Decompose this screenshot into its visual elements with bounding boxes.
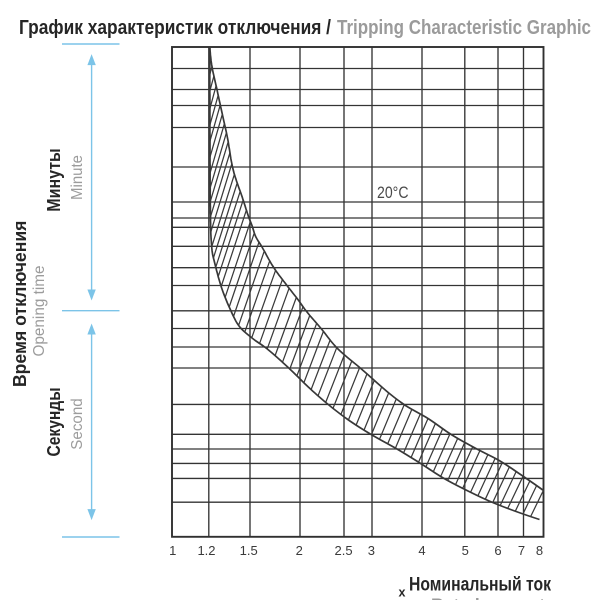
svg-text:Opening time: Opening time <box>31 266 48 357</box>
svg-text:6: 6 <box>494 543 501 558</box>
svg-text:Minute: Minute <box>69 155 86 200</box>
svg-text:4: 4 <box>418 543 425 558</box>
svg-text:x: x <box>399 585 406 599</box>
svg-text:3: 3 <box>368 543 375 558</box>
svg-text:2: 2 <box>296 543 303 558</box>
svg-text:Секунды: Секунды <box>44 388 64 457</box>
svg-text:1: 1 <box>169 543 176 558</box>
svg-text:Время отключения: Время отключения <box>10 221 30 388</box>
svg-text:20°C: 20°C <box>377 184 409 202</box>
svg-text:7: 7 <box>518 543 525 558</box>
svg-text:5: 5 <box>462 543 469 558</box>
svg-text:1.2: 1.2 <box>197 543 215 558</box>
svg-text:8: 8 <box>536 543 543 558</box>
svg-text:Second: Second <box>69 398 86 450</box>
svg-text:1.5: 1.5 <box>240 543 258 558</box>
svg-text:Минуты: Минуты <box>44 148 64 212</box>
svg-text:Rated current: Rated current <box>431 596 545 600</box>
svg-text:2.5: 2.5 <box>335 543 353 558</box>
svg-text:График характеристик отключени: График характеристик отключения / Trippin… <box>19 16 591 39</box>
svg-text:Номинальный ток: Номинальный ток <box>409 574 551 595</box>
